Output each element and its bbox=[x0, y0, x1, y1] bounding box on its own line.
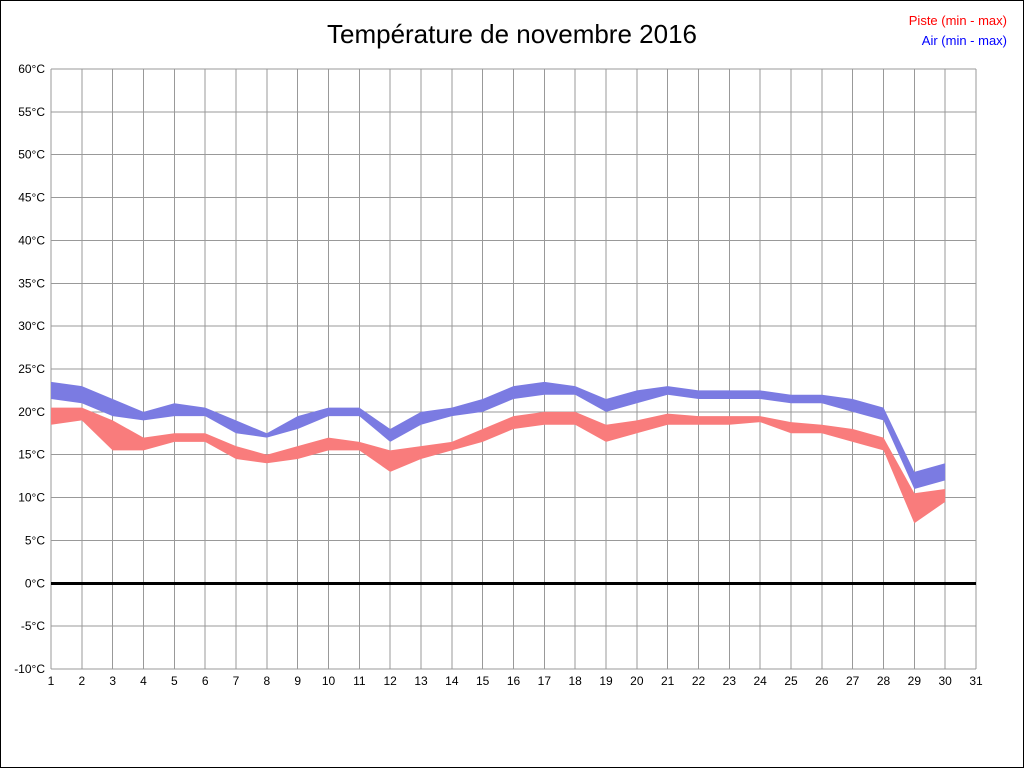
y-tick-label: 55°C bbox=[18, 105, 45, 119]
x-tick-label: 10 bbox=[322, 674, 336, 688]
x-tick-label: 5 bbox=[171, 674, 178, 688]
x-tick-label: 25 bbox=[784, 674, 798, 688]
x-tick-label: 20 bbox=[630, 674, 644, 688]
x-tick-label: 23 bbox=[723, 674, 737, 688]
y-tick-label: -5°C bbox=[21, 619, 45, 633]
y-tick-label: 30°C bbox=[18, 319, 45, 333]
x-tick-label: 27 bbox=[846, 674, 860, 688]
x-tick-label: 8 bbox=[263, 674, 270, 688]
chart-title: Température de novembre 2016 bbox=[326, 19, 697, 49]
x-tick-label: 11 bbox=[353, 674, 366, 688]
x-tick-label: 6 bbox=[202, 674, 209, 688]
x-tick-label: 28 bbox=[877, 674, 891, 688]
legend-item-piste: Piste (min - max) bbox=[908, 13, 1007, 28]
y-tick-label: 45°C bbox=[18, 191, 45, 205]
air-minmax-band bbox=[51, 381, 946, 489]
x-tick-label: 18 bbox=[568, 674, 582, 688]
x-tick-label: 2 bbox=[78, 674, 85, 688]
x-tick-label: 29 bbox=[908, 674, 922, 688]
legend: Piste (min - max) Air (min - max) bbox=[909, 11, 1007, 51]
y-tick-label: 5°C bbox=[25, 533, 45, 547]
x-tick-label: 26 bbox=[815, 674, 829, 688]
y-tick-label: 35°C bbox=[18, 276, 45, 290]
x-tick-label: 30 bbox=[938, 674, 952, 688]
y-tick-label: 40°C bbox=[18, 233, 45, 247]
x-tick-label: 3 bbox=[109, 674, 116, 688]
piste-minmax-band bbox=[51, 407, 946, 524]
y-tick-label: -10°C bbox=[14, 662, 45, 676]
x-tick-label: 4 bbox=[140, 674, 147, 688]
x-tick-label: 15 bbox=[476, 674, 490, 688]
y-tick-label: 25°C bbox=[18, 362, 45, 376]
y-tick-label: 50°C bbox=[18, 148, 45, 162]
x-tick-label: 14 bbox=[445, 674, 459, 688]
x-tick-label: 22 bbox=[692, 674, 706, 688]
y-tick-label: 15°C bbox=[18, 448, 45, 462]
y-tick-label: 0°C bbox=[25, 576, 45, 590]
y-tick-label: 10°C bbox=[18, 491, 45, 505]
x-tick-label: 12 bbox=[383, 674, 397, 688]
x-tick-label: 24 bbox=[753, 674, 767, 688]
x-tick-label: 7 bbox=[233, 674, 240, 688]
legend-item-air: Air (min - max) bbox=[921, 33, 1007, 48]
x-tick-label: 1 bbox=[48, 674, 55, 688]
x-tick-label: 17 bbox=[538, 674, 552, 688]
x-tick-label: 19 bbox=[599, 674, 613, 688]
x-tick-label: 9 bbox=[294, 674, 301, 688]
y-tick-label: 60°C bbox=[18, 62, 45, 76]
y-tick-label: 20°C bbox=[18, 405, 45, 419]
x-tick-label: 13 bbox=[414, 674, 428, 688]
x-tick-label: 21 bbox=[661, 674, 675, 688]
x-tick-label: 16 bbox=[507, 674, 521, 688]
x-tick-label: 31 bbox=[969, 674, 983, 688]
